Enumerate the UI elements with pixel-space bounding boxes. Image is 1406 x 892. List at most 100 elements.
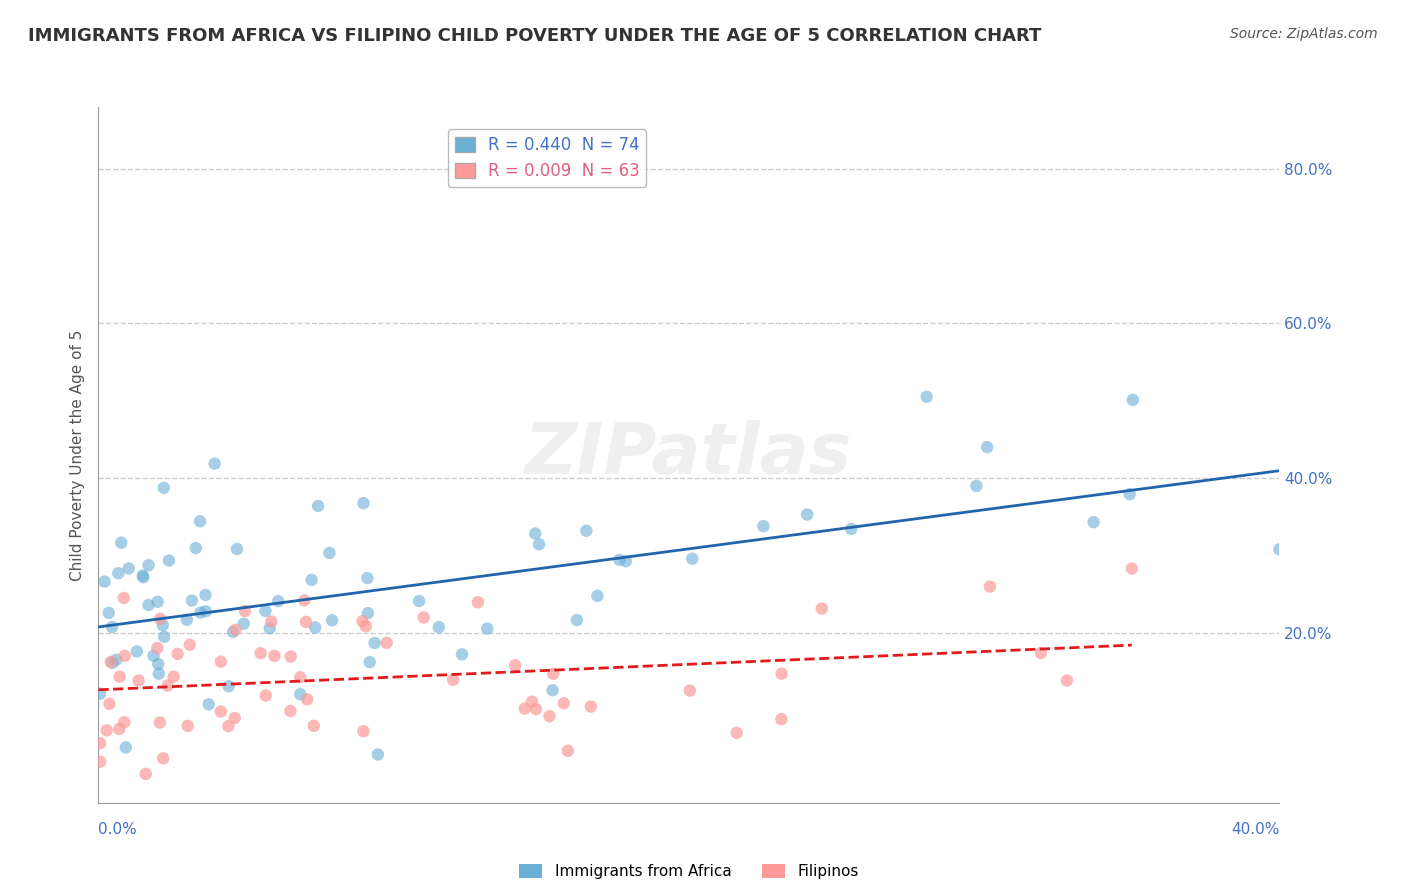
Point — [224, 623, 246, 637]
Point — [135, 767, 157, 781]
Point — [138, 558, 160, 573]
Point — [565, 613, 588, 627]
Point — [301, 573, 323, 587]
Point — [254, 604, 277, 618]
Point — [232, 616, 254, 631]
Point — [586, 589, 609, 603]
Point — [538, 709, 561, 723]
Point — [152, 751, 174, 765]
Point — [614, 554, 637, 568]
Point — [292, 593, 315, 607]
Point — [541, 683, 564, 698]
Point — [1121, 561, 1143, 575]
Point — [363, 636, 385, 650]
Point — [190, 606, 212, 620]
Point — [302, 719, 325, 733]
Point — [249, 646, 271, 660]
Point — [105, 653, 128, 667]
Point — [148, 657, 170, 671]
Point — [1118, 487, 1140, 501]
Point — [503, 658, 526, 673]
Point — [1122, 392, 1144, 407]
Point — [354, 619, 377, 633]
Point — [412, 610, 434, 624]
Point — [204, 457, 226, 471]
Point — [153, 481, 176, 495]
Point — [752, 519, 775, 533]
Point — [180, 593, 202, 607]
Point — [153, 630, 176, 644]
Point — [359, 655, 381, 669]
Point — [93, 574, 115, 589]
Text: IMMIGRANTS FROM AFRICA VS FILIPINO CHILD POVERTY UNDER THE AGE OF 5 CORRELATION : IMMIGRANTS FROM AFRICA VS FILIPINO CHILD… — [28, 27, 1042, 45]
Y-axis label: Child Poverty Under the Age of 5: Child Poverty Under the Age of 5 — [69, 329, 84, 581]
Point — [357, 606, 380, 620]
Point — [553, 696, 575, 710]
Point — [89, 736, 111, 750]
Legend: R = 0.440  N = 74, R = 0.009  N = 63: R = 0.440 N = 74, R = 0.009 N = 63 — [449, 129, 647, 187]
Point — [149, 715, 172, 730]
Point — [233, 604, 256, 618]
Point — [575, 524, 598, 538]
Point — [166, 647, 188, 661]
Point — [1083, 515, 1105, 529]
Point — [375, 636, 398, 650]
Point — [609, 553, 631, 567]
Point — [222, 624, 245, 639]
Point — [290, 687, 312, 701]
Point — [541, 666, 564, 681]
Point — [979, 580, 1001, 594]
Point — [356, 571, 378, 585]
Point — [451, 648, 474, 662]
Point — [839, 522, 862, 536]
Point — [467, 595, 489, 609]
Point — [176, 613, 198, 627]
Point — [770, 666, 793, 681]
Point — [98, 697, 121, 711]
Point — [965, 479, 987, 493]
Point — [304, 621, 326, 635]
Point — [679, 683, 702, 698]
Point — [152, 618, 174, 632]
Point — [318, 546, 340, 560]
Point — [254, 689, 277, 703]
Point — [209, 655, 232, 669]
Point — [297, 692, 319, 706]
Point — [149, 612, 172, 626]
Point — [810, 601, 832, 615]
Point — [101, 656, 124, 670]
Point — [132, 568, 155, 582]
Point — [259, 621, 281, 635]
Point — [520, 695, 543, 709]
Point — [128, 673, 150, 688]
Point — [184, 541, 207, 555]
Point — [321, 613, 343, 627]
Point — [157, 553, 180, 567]
Point — [352, 496, 374, 510]
Point — [1056, 673, 1078, 688]
Point — [132, 570, 155, 584]
Point — [112, 591, 135, 605]
Point — [280, 649, 302, 664]
Point — [112, 715, 135, 730]
Point — [796, 508, 818, 522]
Point — [118, 561, 141, 575]
Point — [97, 606, 120, 620]
Point — [260, 615, 283, 629]
Point — [114, 740, 136, 755]
Text: 0.0%: 0.0% — [98, 822, 138, 837]
Point — [976, 440, 998, 454]
Point — [681, 551, 703, 566]
Point — [142, 648, 165, 663]
Point — [224, 711, 246, 725]
Point — [217, 719, 239, 733]
Point — [725, 726, 748, 740]
Point — [110, 535, 132, 549]
Point — [280, 704, 302, 718]
Point — [307, 499, 329, 513]
Point — [108, 722, 131, 736]
Point — [263, 648, 285, 663]
Point — [513, 701, 536, 715]
Point — [89, 755, 111, 769]
Point — [146, 595, 169, 609]
